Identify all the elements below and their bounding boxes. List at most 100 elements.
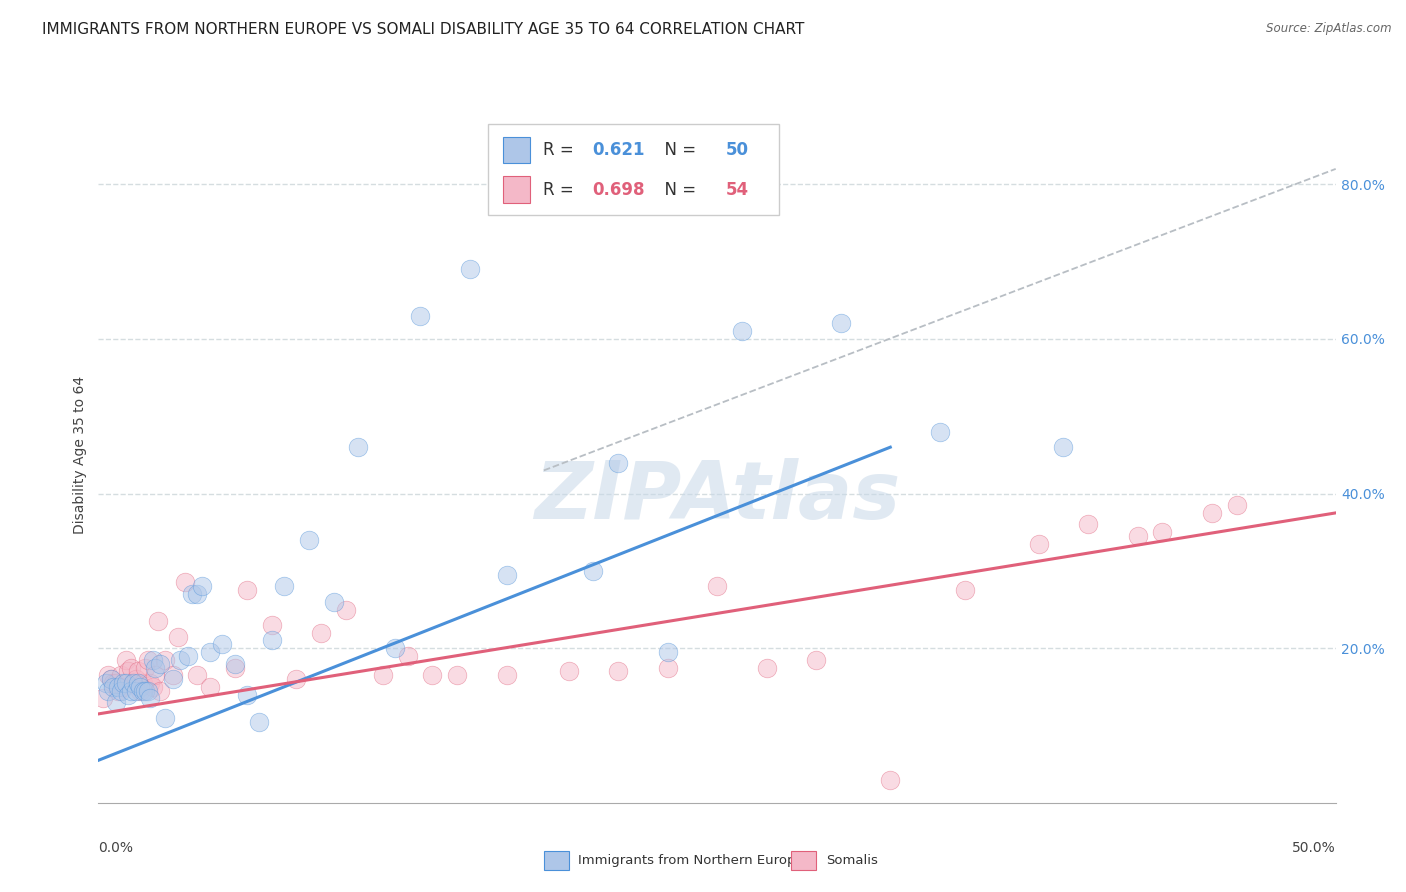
Point: [120, 683, 142, 698]
Point: [162, 668, 184, 682]
Point: [260, 618, 283, 632]
Point: [103, 680, 125, 694]
Text: N =: N =: [654, 141, 702, 159]
Point: [1077, 517, 1099, 532]
Point: [446, 668, 468, 682]
Point: [132, 683, 155, 698]
Point: [322, 595, 344, 609]
Text: Immigrants from Northern Europe: Immigrants from Northern Europe: [578, 854, 804, 867]
Text: Source: ZipAtlas.com: Source: ZipAtlas.com: [1267, 22, 1392, 36]
Text: 0.0%: 0.0%: [98, 841, 134, 855]
Point: [136, 653, 159, 667]
FancyBboxPatch shape: [488, 124, 779, 215]
Bar: [544, 851, 568, 871]
Text: R =: R =: [543, 180, 579, 199]
Text: 0.621: 0.621: [592, 141, 644, 159]
Point: [169, 653, 191, 667]
Point: [134, 683, 156, 698]
Point: [236, 688, 259, 702]
Point: [117, 688, 139, 702]
Point: [104, 676, 127, 690]
Text: N =: N =: [654, 180, 702, 199]
Point: [127, 665, 149, 679]
Point: [247, 714, 270, 729]
Point: [110, 683, 132, 698]
Text: IMMIGRANTS FROM NORTHERN EUROPE VS SOMALI DISABILITY AGE 35 TO 64 CORRELATION CH: IMMIGRANTS FROM NORTHERN EUROPE VS SOMAL…: [42, 22, 804, 37]
Y-axis label: Disability Age 35 to 64: Disability Age 35 to 64: [73, 376, 87, 534]
Point: [347, 440, 370, 454]
Point: [371, 668, 394, 682]
Text: Somalis: Somalis: [825, 854, 877, 867]
Point: [953, 583, 976, 598]
Point: [409, 309, 432, 323]
Point: [124, 683, 146, 698]
Point: [129, 683, 152, 698]
Point: [1201, 506, 1223, 520]
Point: [1126, 529, 1149, 543]
Point: [112, 680, 135, 694]
Text: R =: R =: [543, 141, 579, 159]
Point: [97, 668, 120, 682]
Point: [706, 579, 728, 593]
Point: [104, 695, 127, 709]
Text: 0.698: 0.698: [592, 180, 644, 199]
Point: [114, 676, 136, 690]
Point: [285, 672, 308, 686]
Point: [224, 657, 246, 671]
Point: [124, 672, 146, 686]
Point: [422, 668, 444, 682]
Point: [146, 614, 169, 628]
Point: [607, 456, 630, 470]
Point: [139, 676, 162, 690]
Point: [273, 579, 295, 593]
Point: [804, 653, 827, 667]
Point: [142, 653, 165, 667]
Point: [755, 660, 778, 674]
Point: [236, 583, 259, 598]
Point: [298, 533, 321, 547]
Point: [127, 676, 149, 690]
Point: [224, 660, 246, 674]
Point: [114, 653, 136, 667]
Point: [1152, 525, 1174, 540]
Point: [495, 567, 517, 582]
Point: [139, 691, 162, 706]
Point: [166, 630, 188, 644]
Point: [132, 676, 155, 690]
Point: [260, 633, 283, 648]
Point: [107, 680, 129, 694]
Point: [93, 691, 115, 706]
Point: [396, 648, 419, 663]
Point: [198, 680, 221, 694]
Point: [384, 641, 406, 656]
Point: [186, 668, 208, 682]
Text: 50.0%: 50.0%: [1292, 841, 1336, 855]
Point: [129, 680, 152, 694]
Point: [122, 676, 145, 690]
Point: [107, 683, 129, 698]
Point: [174, 575, 197, 590]
Point: [97, 683, 120, 698]
Point: [458, 262, 481, 277]
Point: [309, 625, 332, 640]
Point: [100, 672, 122, 686]
Point: [181, 587, 204, 601]
Point: [191, 579, 214, 593]
Point: [928, 425, 950, 439]
Point: [162, 672, 184, 686]
Point: [731, 324, 754, 338]
Point: [103, 676, 125, 690]
Point: [136, 683, 159, 698]
Point: [657, 645, 679, 659]
Point: [557, 665, 579, 679]
Point: [120, 660, 142, 674]
Point: [1028, 537, 1050, 551]
Point: [143, 660, 166, 674]
Point: [143, 668, 166, 682]
Point: [110, 668, 132, 682]
Point: [100, 672, 122, 686]
Point: [1226, 498, 1249, 512]
Point: [176, 648, 198, 663]
Point: [186, 587, 208, 601]
Point: [155, 653, 177, 667]
